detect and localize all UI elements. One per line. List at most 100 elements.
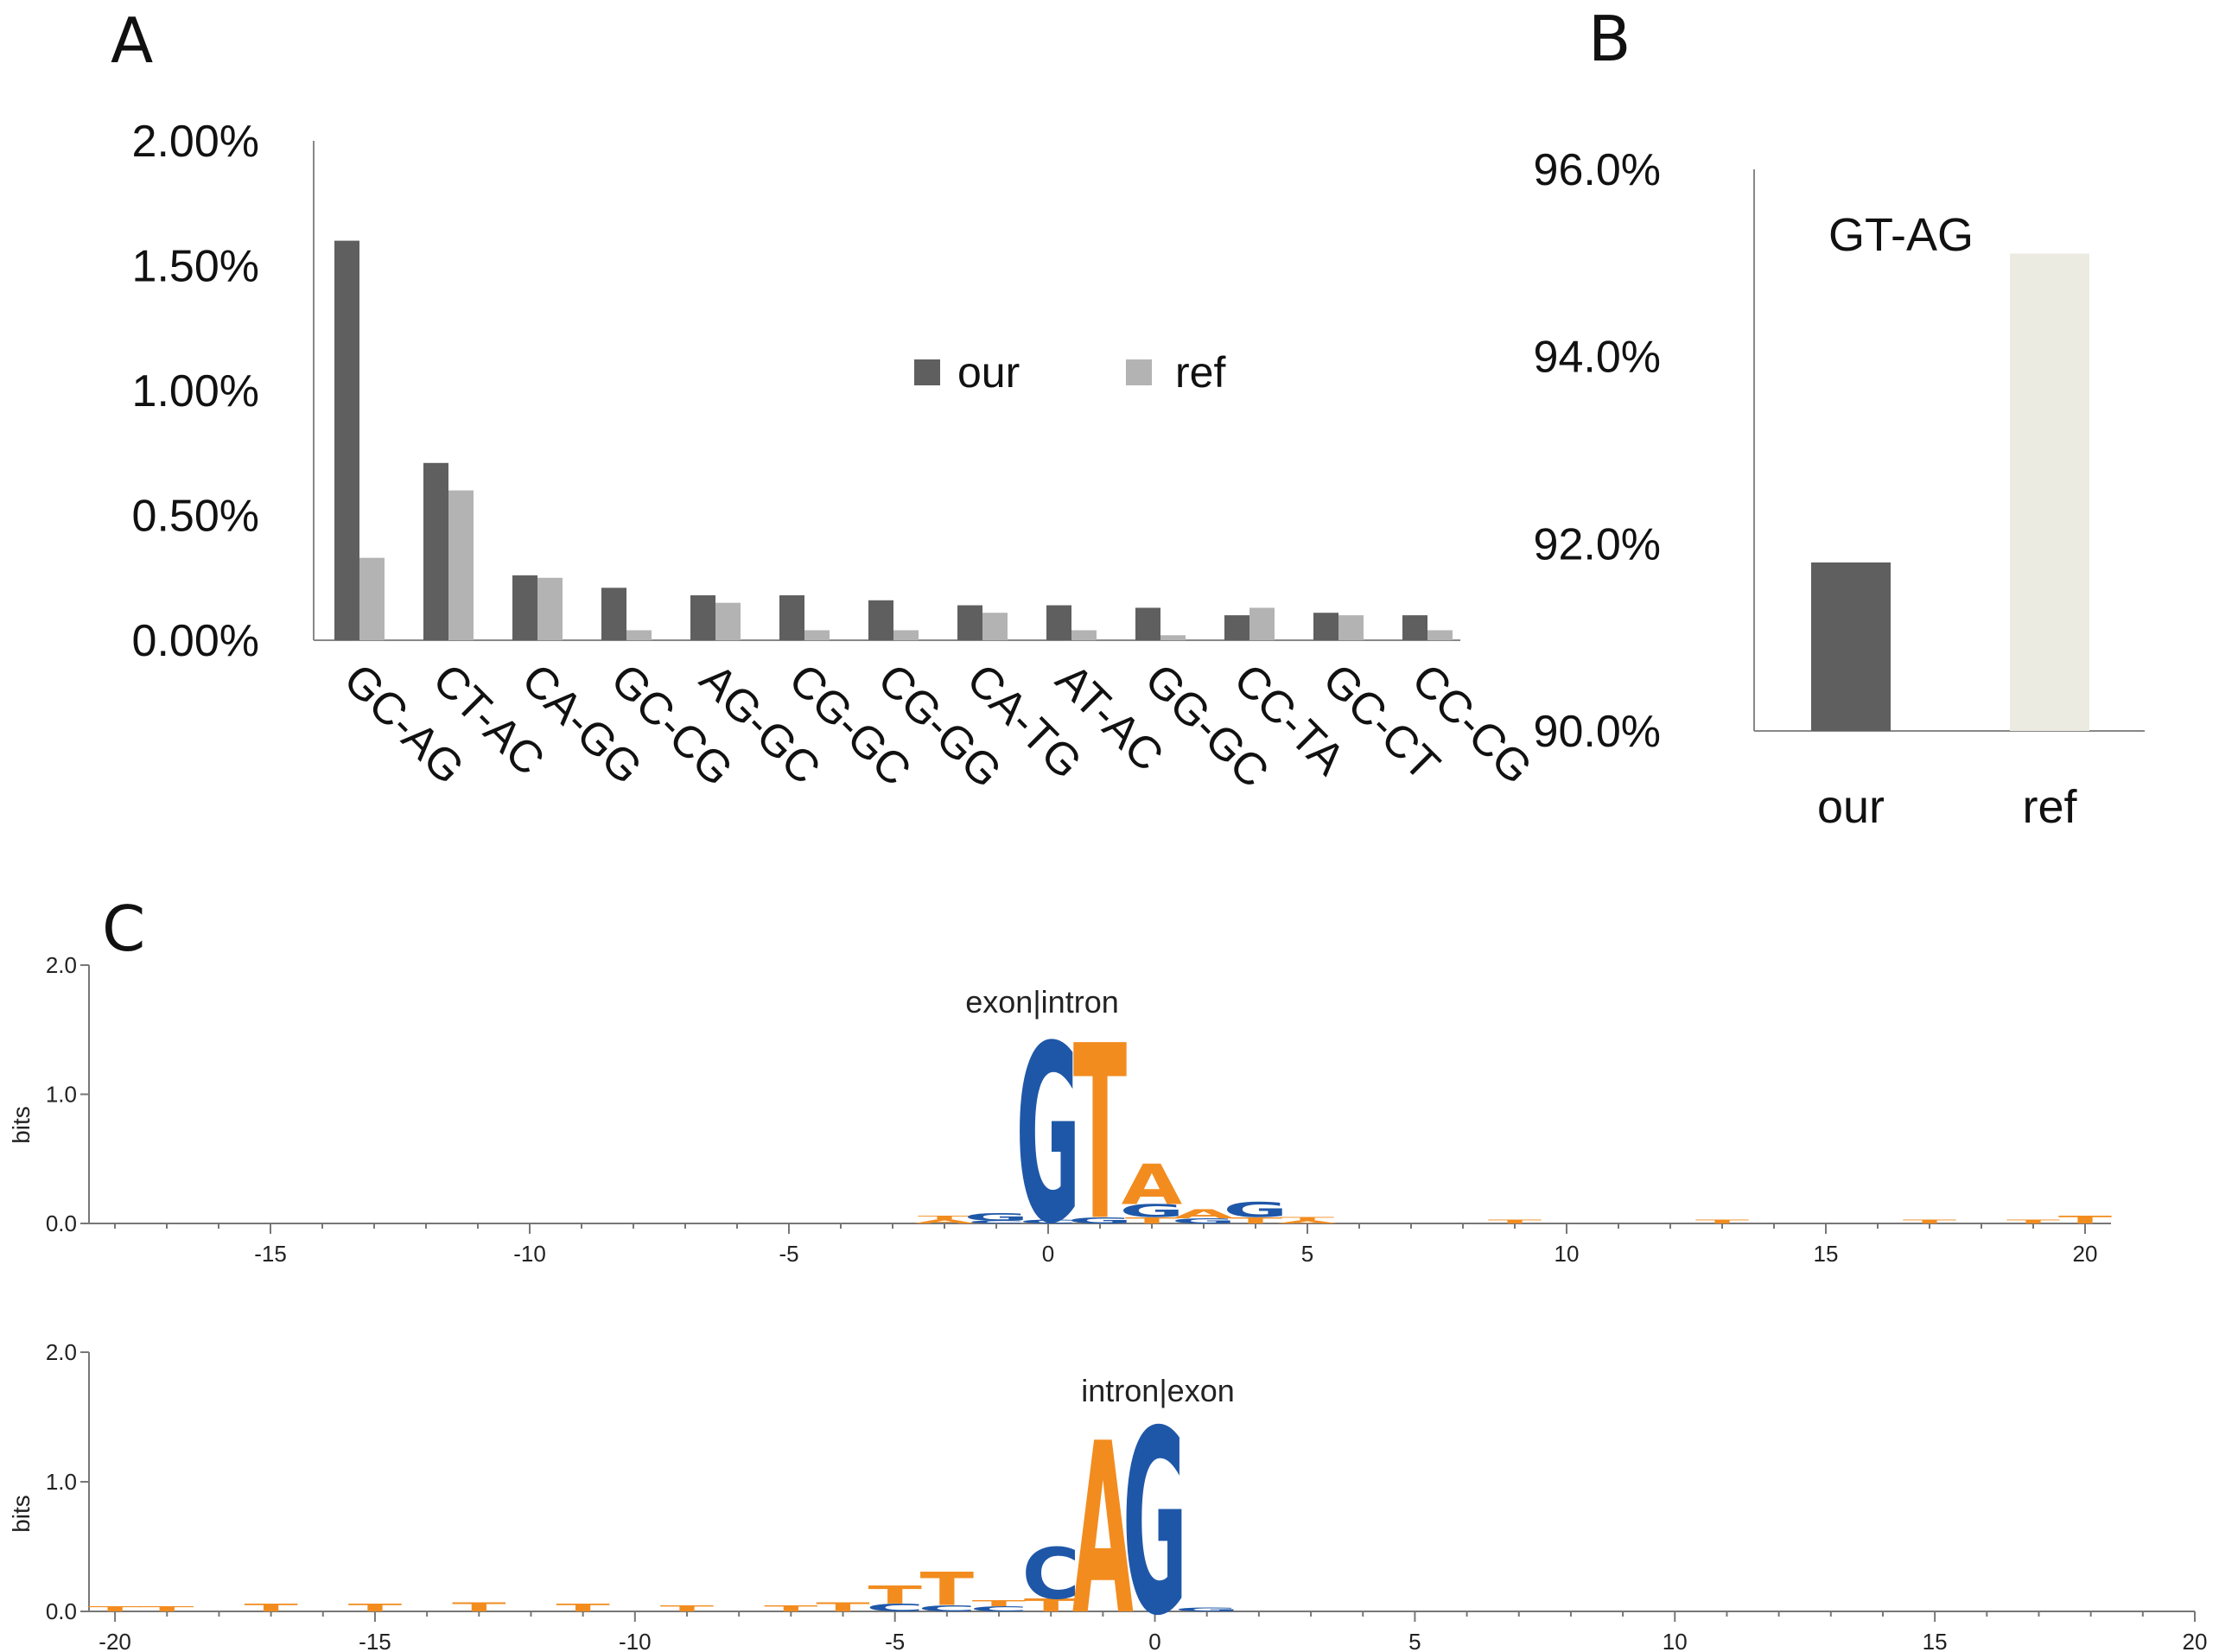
chart-b-ytick-label: 96.0% (1534, 145, 1661, 195)
bar-our-ct-ac (423, 462, 448, 640)
bar-ref-cc-ta (1249, 607, 1275, 640)
logo-xtick-label: 20 (2183, 1629, 2208, 1652)
chart-b-ytick-label: 94.0% (1534, 333, 1661, 383)
logo-letter-t: T (1024, 1595, 1078, 1616)
chart-a-ytick-label: 0.50% (132, 492, 259, 542)
logo-xtick-label: -10 (513, 1241, 546, 1267)
bar-ref-ag-gc (715, 602, 741, 640)
logo-xtick-label: -15 (359, 1629, 391, 1652)
logo-letter-t: T (1695, 1218, 1749, 1224)
logo-xtick-label: 15 (1923, 1629, 1948, 1652)
logo-letter-t: T (1903, 1218, 1956, 1224)
logo-letter-t: T (2006, 1218, 2060, 1224)
logo-xtick-label: -5 (779, 1241, 798, 1267)
legend-swatch-ref (1126, 359, 1152, 385)
logo-xtick-label: 20 (2073, 1241, 2098, 1267)
sequence-logo-exon-intron: bits exon|intron 0.0 1.0 2.0 -15 -10 -5 0 5 10 1… (8, 952, 2113, 1278)
chart-a: 0.00%0.50%1.00%1.50%2.00% GC-AGCT-ACCA-G… (132, 117, 1542, 797)
legend-swatch-our (914, 359, 940, 385)
logo-letter-t: T (816, 1600, 870, 1614)
bar-ref-at-ac (1071, 630, 1097, 640)
bar-ref-gc-ag (359, 557, 385, 640)
bar-our-cc-cg (1402, 615, 1427, 640)
logo-ytick-label: 0.0 (46, 1210, 77, 1236)
bar-our-gc-ag (334, 240, 359, 640)
logo-letter-t: T (1229, 1216, 1282, 1226)
logo-xtick-label: -15 (254, 1241, 287, 1267)
chart-b-ytick-label: 92.0% (1534, 519, 1661, 569)
panel-letter-c: C (102, 893, 145, 965)
logo-letter-c: C (866, 1602, 924, 1614)
logo-xtick-label: -20 (99, 1629, 131, 1652)
panel-letter-a: A (111, 4, 153, 77)
logo-ytick-label: 2.0 (46, 952, 77, 978)
logo-2-ylabel: bits (8, 1495, 35, 1533)
logo-2-annotation: intron|exon (1081, 1373, 1234, 1408)
bar-ref-ca-gg (537, 577, 563, 640)
logo-ytick-label: 1.0 (46, 1082, 77, 1108)
logo-letter-t: T (556, 1602, 610, 1614)
logo-letter-a: A (914, 1218, 976, 1224)
logo-letter-t: T (1125, 1216, 1179, 1226)
logo-letter-g: G (1068, 1216, 1133, 1226)
bar-ref-ca-tg (982, 613, 1008, 640)
logo-letter-g: G (1174, 1606, 1239, 1612)
logo-letter-t: T (764, 1604, 818, 1614)
bar-ref-cg-gc (804, 630, 830, 640)
logo-letter-t: T (348, 1602, 403, 1614)
logo-letter-t: T (244, 1602, 298, 1614)
logo-xtick-label: -10 (619, 1629, 652, 1652)
logo-letter-g: G (964, 1211, 1029, 1223)
bar-our-ag-gc (690, 594, 715, 640)
chart-b: GT-AG 90.0% 92.0% 94.0% 96.0% our ref (1534, 145, 2145, 833)
logo-letter-a: A (1072, 1393, 1134, 1652)
bar-our-at-ac (1046, 605, 1071, 640)
logo-1-annotation: exon|intron (965, 984, 1118, 1020)
bar-our-cg-gg (868, 600, 893, 640)
bar-ref-ct-ac (448, 490, 474, 640)
bar-ref-cg-gg (893, 630, 919, 640)
logo-letter-t: T (452, 1600, 506, 1614)
logo-ytick-label: 1.0 (46, 1469, 77, 1495)
logo-xtick-label: 15 (1814, 1241, 1839, 1267)
bar-ref-cc-cg (1427, 630, 1453, 640)
legend-label-ref: ref (1175, 348, 1225, 397)
chart-a-legend: our ref (914, 348, 1225, 397)
legend-label-our: our (957, 348, 1020, 397)
chart-a-ytick-label: 1.00% (132, 366, 259, 416)
logo-letter-c: C (968, 1220, 1026, 1224)
logo-letter-g: G (1120, 1201, 1185, 1221)
logo-letter-g: G (1172, 1217, 1237, 1225)
logo-letter-t: T (868, 1581, 921, 1610)
logo-ytick-label: 2.0 (46, 1339, 77, 1365)
logo-letter-t: T (2058, 1214, 2113, 1226)
logo-xtick-label: 5 (1408, 1629, 1421, 1652)
logo-letter-c: C (1019, 1218, 1077, 1224)
logo-letter-t: T (1073, 994, 1127, 1274)
bar-ref-gg-gc (1160, 635, 1186, 640)
logo-letter-a: A (1173, 1207, 1235, 1221)
sequence-logo-intron-exon: bits intron|exon 0.0 1.0 2.0 -20 -15 -10 -5 0 5… (8, 1339, 2207, 1652)
chart-a-ytick-label: 2.00% (132, 117, 259, 167)
chart-b-ytick-label: 90.0% (1534, 707, 1661, 757)
bar-our-cc-ta (1224, 615, 1249, 640)
logo-letter-t: T (972, 1598, 1027, 1609)
logo-letter-a: A (1122, 1153, 1183, 1217)
bar-ref-gc-cg (626, 630, 652, 640)
logo-letter-g: G (1016, 995, 1081, 1278)
bar-ref-gc-ct (1338, 615, 1364, 640)
logo-letter-t: T (88, 1605, 142, 1613)
logo-xtick-label: 10 (1555, 1241, 1580, 1267)
logo-xtick-label: 0 (1042, 1241, 1054, 1267)
logo-letter-c: C (970, 1605, 1027, 1613)
bar-our-gc-cg (601, 588, 626, 640)
logo-letter-t: T (660, 1604, 715, 1614)
chart-a-ytick-label: 1.50% (132, 242, 259, 292)
chart-b-xtick-label: our (1817, 781, 1885, 833)
logo-1-ylabel: bits (8, 1106, 35, 1144)
logo-letter-t: T (920, 1563, 975, 1616)
logo-letter-t: T (140, 1605, 194, 1613)
logo-xtick-label: 5 (1301, 1241, 1313, 1267)
logo-xtick-label: 0 (1148, 1629, 1160, 1652)
bar-our-ca-tg (957, 605, 982, 640)
